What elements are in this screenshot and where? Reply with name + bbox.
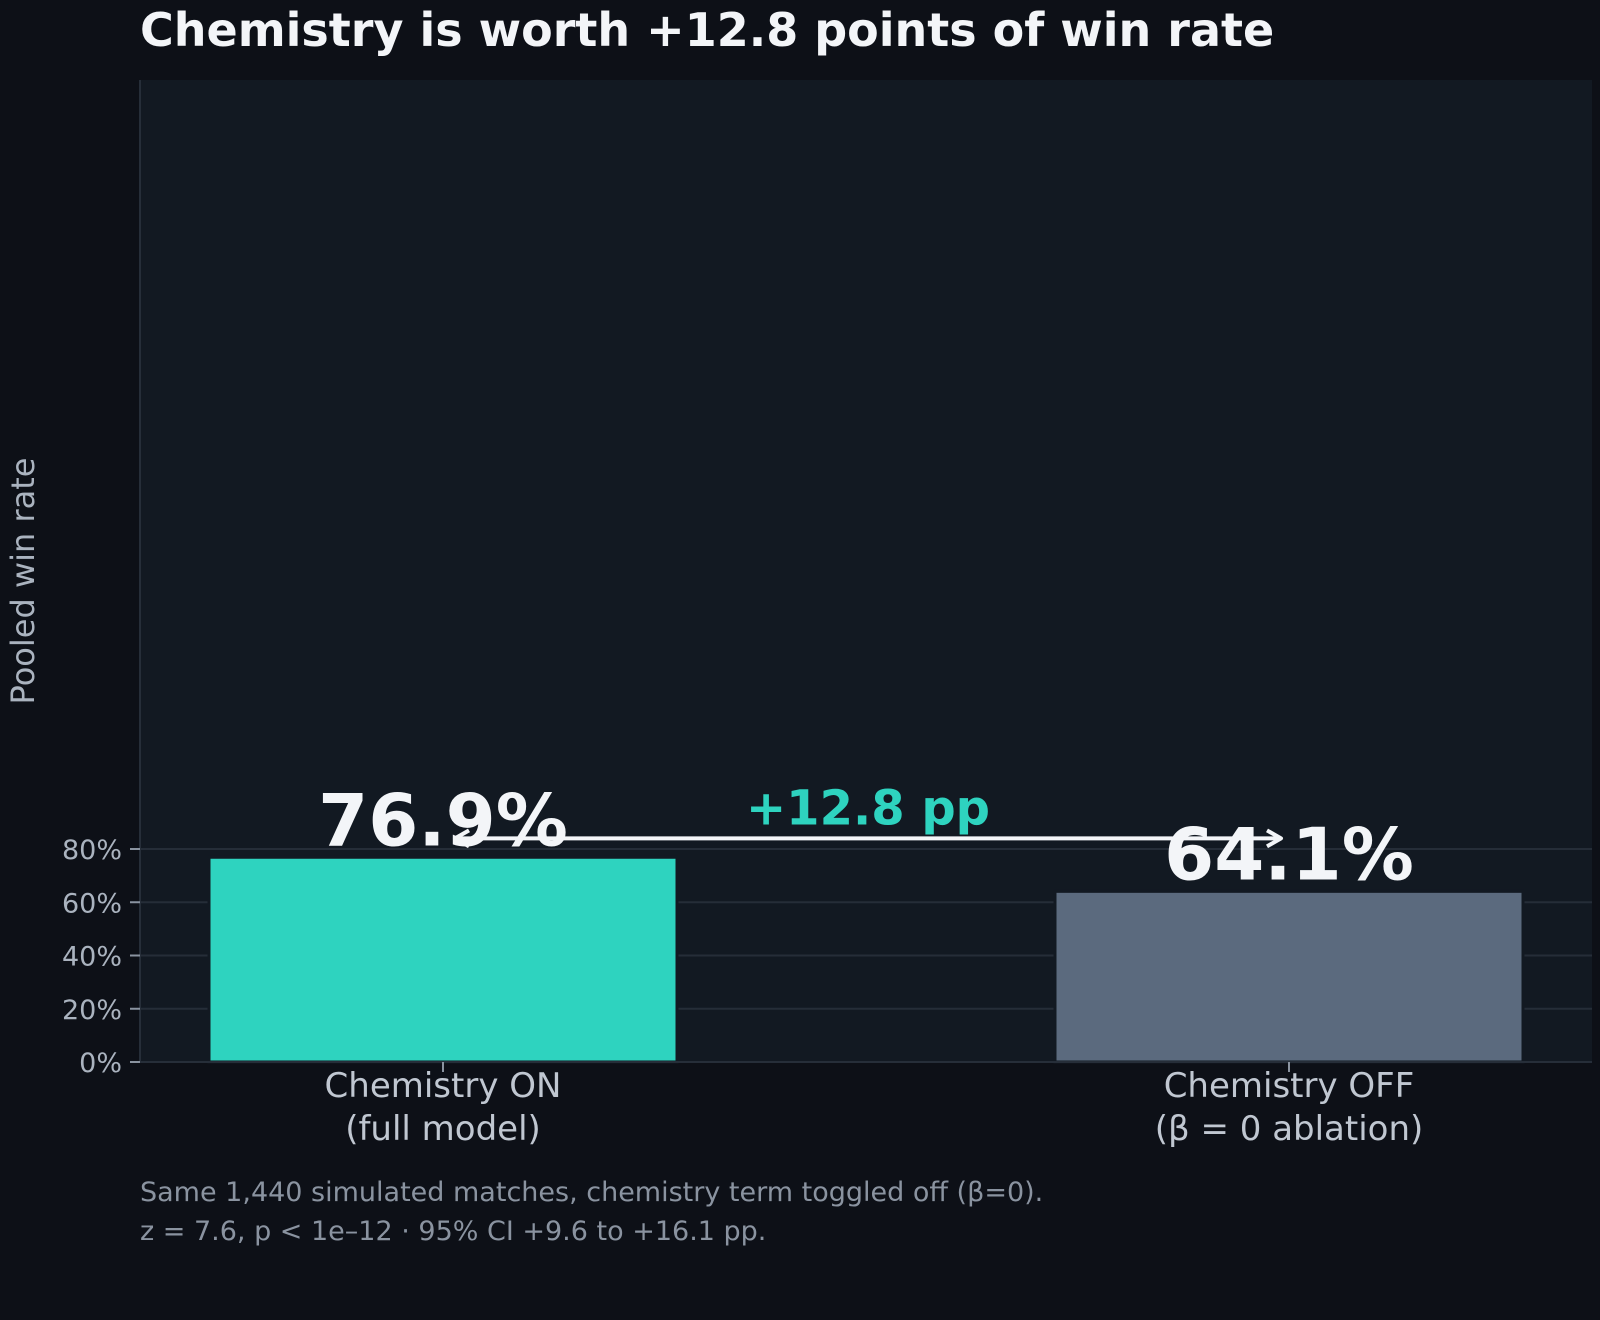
difference-annotation: +12.8 pp: [453, 780, 1283, 849]
arrow-head-left: [453, 828, 470, 849]
chart-title: Chemistry is worth +12.8 points of win r…: [140, 3, 1274, 57]
difference-label: +12.8 pp: [746, 780, 990, 836]
x-category-label: Chemistry OFF: [1164, 1066, 1415, 1106]
y-tick-label: 80%: [62, 835, 122, 866]
footnote-line-1: Same 1,440 simulated matches, chemistry …: [140, 1177, 1043, 1208]
arrow-head-right: [1266, 828, 1283, 849]
axes: [139, 80, 1592, 1063]
bar: [1053, 889, 1525, 1064]
y-tick-labels: 0% 20% 40% 60% 80%: [62, 835, 140, 1079]
y-axis-label: Pooled win rate: [4, 458, 42, 705]
x-category-labels: Chemistry ON(full model) Chemistry OFF(β …: [325, 1062, 1424, 1149]
y-tick-label: 20%: [62, 995, 122, 1026]
y-tick-label: 0%: [79, 1048, 122, 1079]
footnote-line-2: z = 7.6, p < 1e–12 · 95% CI +9.6 to +16.…: [140, 1216, 766, 1247]
bar: [207, 855, 679, 1064]
y-tick-label: 60%: [62, 888, 122, 919]
x-category-label: Chemistry ON: [325, 1066, 562, 1106]
y-tick-label: 40%: [62, 942, 122, 973]
data-label: 64.1%: [1164, 812, 1414, 896]
bars: [207, 855, 1525, 1064]
x-category-label: (full model): [345, 1109, 541, 1149]
data-labels: 76.9% 64.1%: [318, 778, 1414, 896]
x-category-label: (β = 0 ablation): [1155, 1109, 1424, 1149]
data-label: 76.9%: [318, 778, 568, 862]
